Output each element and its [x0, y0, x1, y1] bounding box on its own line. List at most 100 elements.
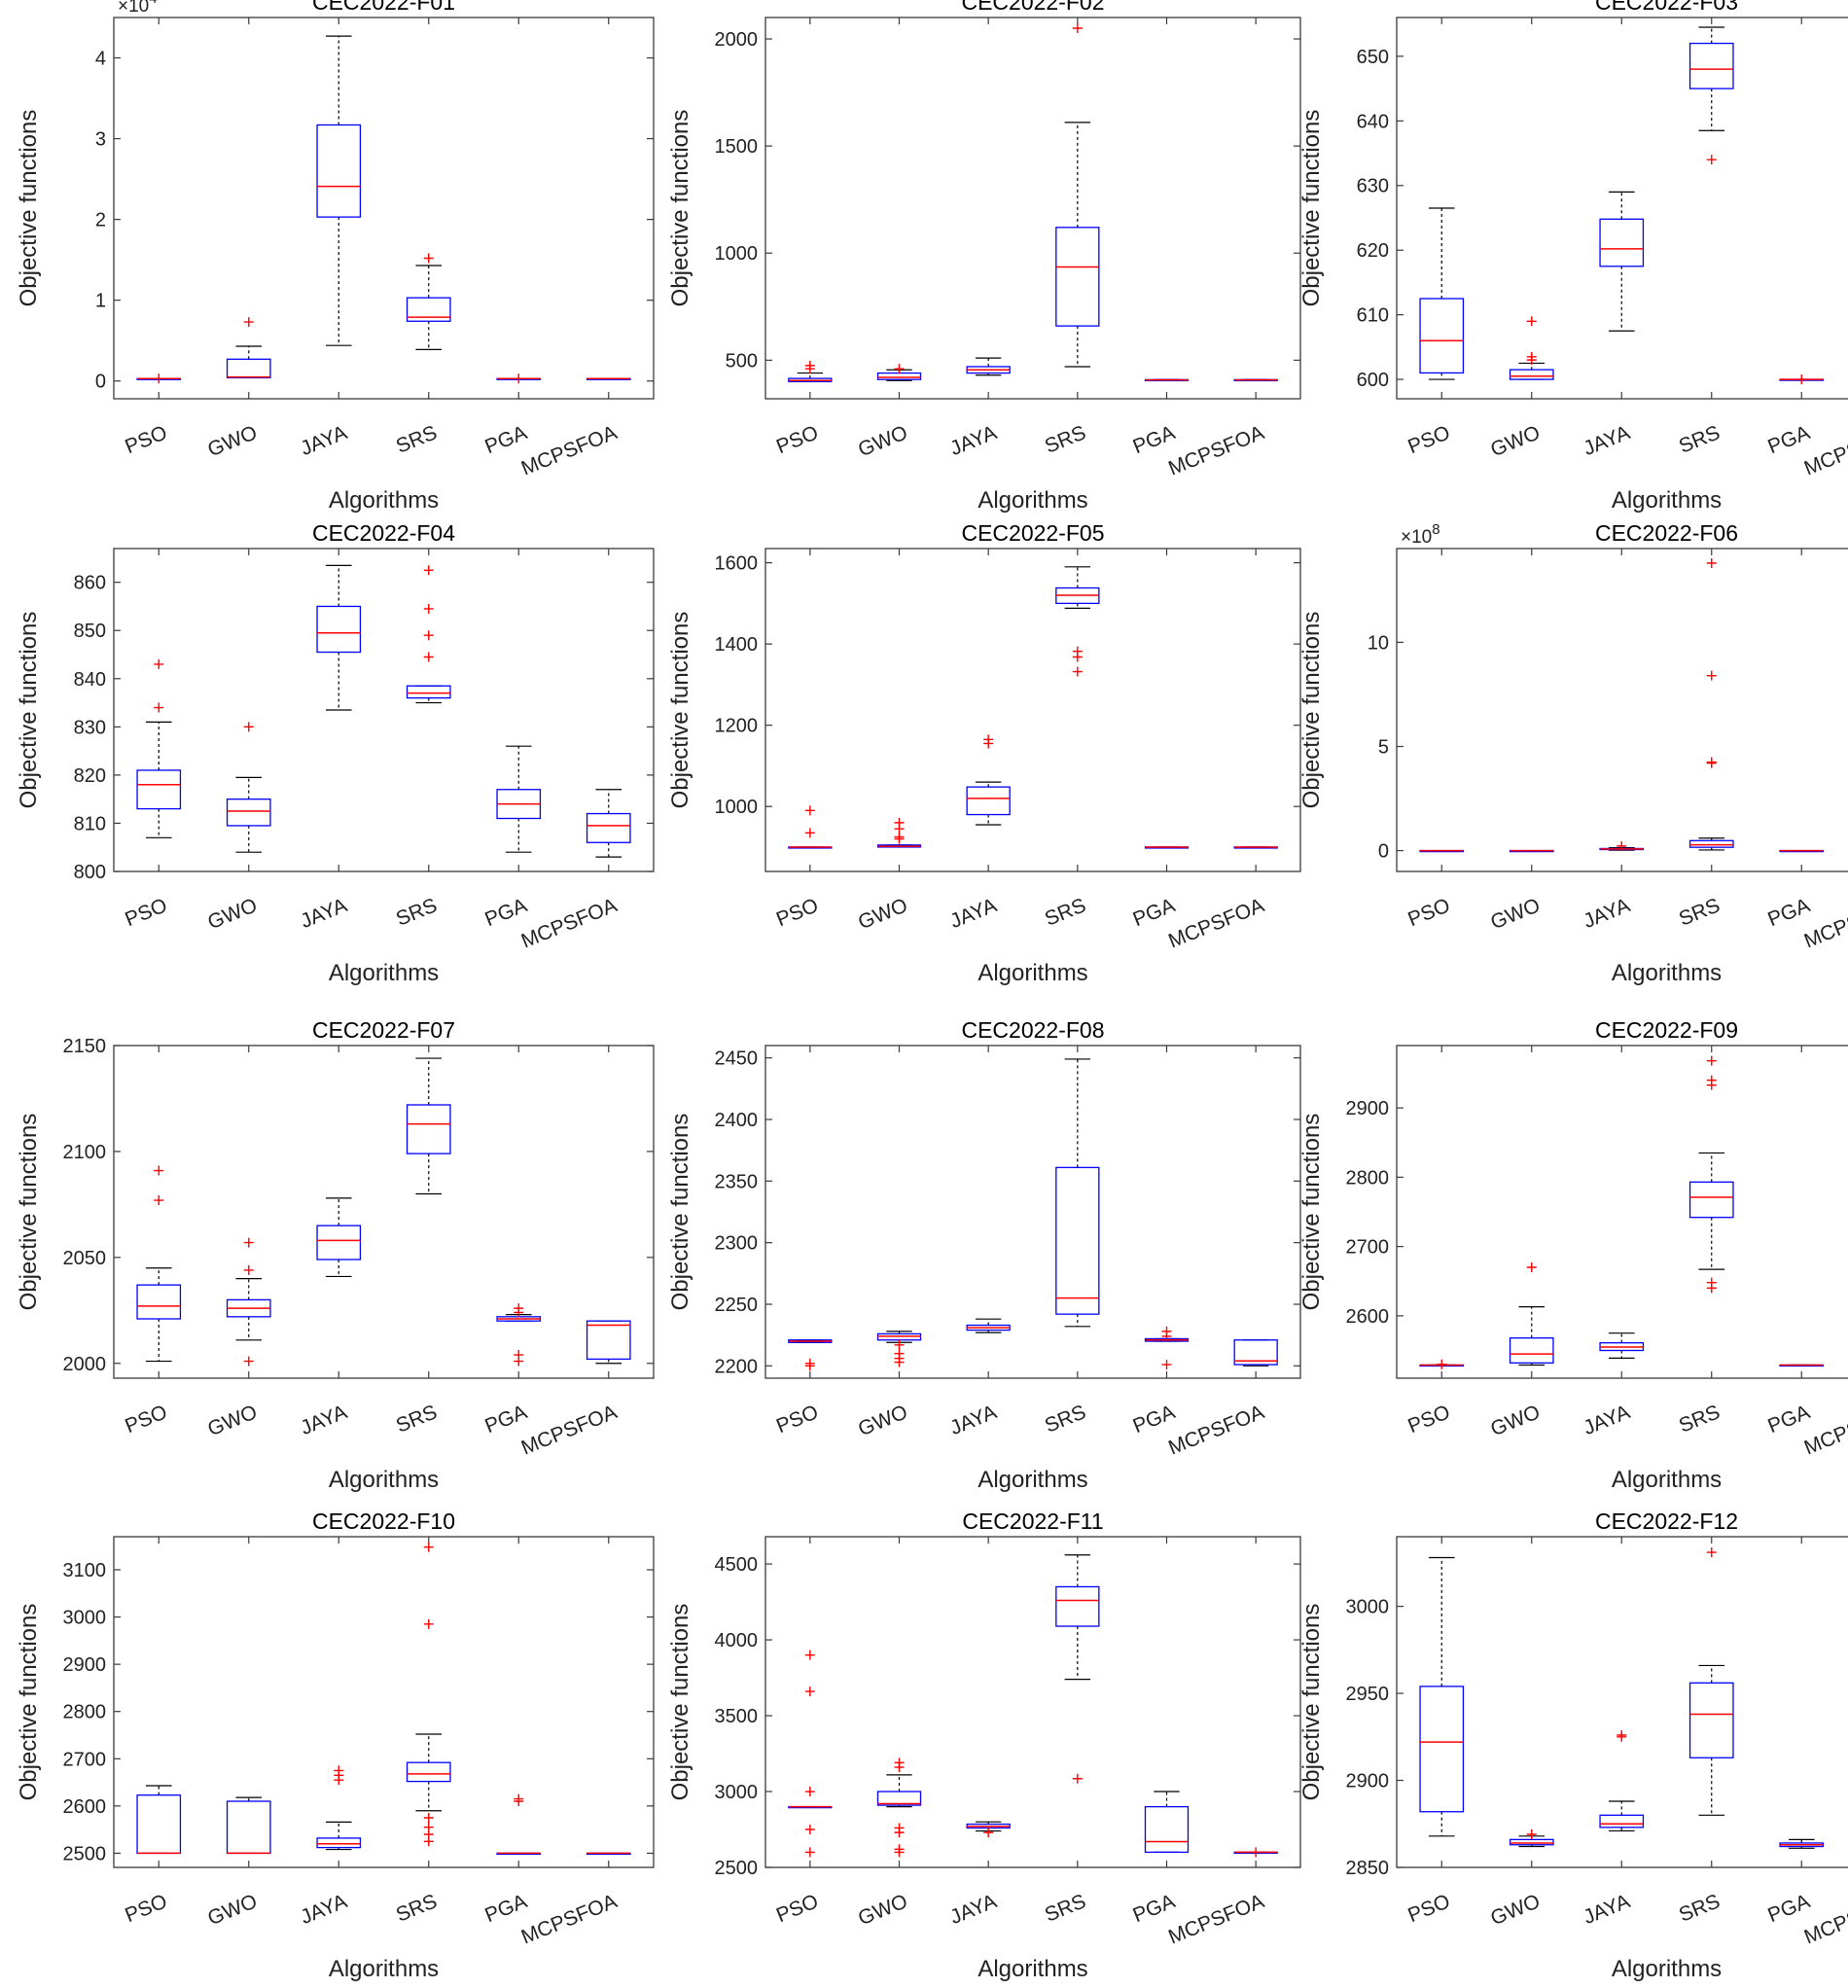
y-tick-label: 1400 [715, 634, 759, 656]
outlier-marker [894, 1348, 905, 1359]
y-tick-label: 2900 [1346, 1771, 1390, 1793]
outlier-marker [894, 1757, 905, 1768]
outlier-marker [804, 828, 815, 838]
box-pso [788, 1339, 833, 1371]
subplot-title: CEC2022-F06 [1595, 520, 1738, 546]
y-axis-label: Objective functions [16, 110, 42, 307]
outlier-marker [154, 1195, 164, 1206]
iqr-box [1509, 1337, 1554, 1364]
y-tick-label: 500 [726, 350, 758, 372]
outlier-marker [804, 1787, 815, 1797]
box-jaya [966, 357, 1011, 376]
x-tick-label: PSO [1404, 1890, 1453, 1927]
iqr-box [406, 297, 451, 322]
outlier-marker [894, 1844, 905, 1855]
outlier-marker [154, 373, 164, 384]
y-axis-label: Objective functions [16, 612, 42, 809]
box-jaya [966, 734, 1011, 826]
y-tick-label: 2700 [1346, 1237, 1390, 1259]
box-gwo [1509, 849, 1554, 853]
axes-frame [113, 1536, 655, 1868]
y-axis-label: Objective functions [667, 1604, 693, 1801]
outlier-marker [243, 1237, 254, 1248]
y-tick-label: 1200 [715, 716, 759, 737]
outlier-marker [1617, 1730, 1627, 1740]
subplot-title: CEC2022-F03 [1595, 0, 1738, 15]
x-tick-label: SRS [393, 1890, 441, 1927]
x-tick-label: JAYA [298, 421, 350, 460]
y-tick-label: 2600 [1346, 1306, 1390, 1328]
y-tick-label: 2000 [715, 29, 759, 51]
x-tick-label: MCPSFOA [1165, 421, 1267, 479]
outlier-marker [1526, 316, 1537, 327]
iqr-box [226, 358, 271, 379]
outlier-marker [514, 1303, 524, 1314]
iqr-box [1688, 839, 1734, 848]
x-tick-label: JAYA [947, 421, 1000, 460]
box-pga [1779, 374, 1825, 385]
outlier-marker [894, 817, 905, 828]
x-tick-label: JAYA [1581, 894, 1633, 933]
subplot-11: CEC2022-F11 2500 3000 3500 4000 4500 PSO GWO JAY… [667, 1509, 1301, 1982]
x-tick-label: SRS [1042, 421, 1089, 458]
iqr-box [316, 1225, 362, 1260]
y-tick-label: 830 [74, 717, 106, 738]
y-tick-label: 5 [1378, 736, 1389, 758]
y-tick-label: 2150 [63, 1036, 107, 1057]
axes-frame [764, 548, 1301, 872]
y-tick-label: 1 [95, 291, 106, 312]
x-tick-label: JAYA [1581, 1890, 1633, 1929]
outlier-marker [1706, 670, 1717, 681]
box-srs [1055, 1554, 1100, 1784]
x-tick-label: PGA [481, 421, 530, 458]
x-tick-label: PSO [773, 894, 822, 931]
x-axis-label: Algorithms [329, 1467, 439, 1493]
y-tick-label: 620 [1357, 240, 1389, 262]
box-pga [1779, 1364, 1825, 1367]
box-jaya [316, 1197, 362, 1278]
axes-frame [1396, 1045, 1848, 1379]
subplot-8: CEC2022-F08 2200 2250 2300 2350 2400 2450 PSO GW… [667, 1017, 1301, 1493]
box-pso [1419, 1556, 1465, 1837]
box-pga [1144, 1326, 1190, 1370]
box-srs [406, 565, 451, 704]
iqr-box [1509, 1838, 1554, 1846]
x-tick-label: SRS [393, 894, 441, 931]
box-mcpsfoa [1233, 1847, 1278, 1858]
outlier-marker [983, 734, 994, 745]
outlier-marker [1526, 1829, 1537, 1839]
y-tick-label: 2400 [715, 1110, 759, 1131]
x-axis-label: Algorithms [329, 487, 439, 514]
y-axis-label: Objective functions [1298, 1114, 1325, 1311]
box-gwo [226, 317, 271, 379]
axes-frame [113, 17, 655, 400]
subplot-9: CEC2022-F09 2600 2700 2800 2900 PSO GWO JAYA SRS… [1298, 1017, 1848, 1493]
x-axis-label: Algorithms [977, 487, 1087, 514]
box-mcpsfoa [586, 1320, 631, 1365]
box-gwo [226, 1796, 271, 1855]
x-tick-label: PSO [773, 1890, 822, 1927]
iqr-box [316, 605, 362, 654]
outlier-marker [1796, 374, 1807, 385]
x-tick-label: PGA [481, 894, 530, 931]
box-gwo [1509, 1262, 1554, 1367]
outlier-marker [894, 1823, 905, 1833]
x-tick-label: JAYA [1581, 1401, 1633, 1439]
x-tick-label: JAYA [298, 1890, 350, 1929]
x-tick-label: GWO [855, 421, 910, 461]
x-tick-label: JAYA [947, 1401, 1000, 1439]
y-axis-label: Objective functions [1298, 110, 1325, 307]
outlier-marker [514, 373, 524, 384]
y-tick-label: 840 [74, 669, 106, 691]
iqr-box [1509, 369, 1554, 380]
subplot-title: CEC2022-F05 [961, 520, 1104, 546]
y-tick-label: 2850 [1346, 1858, 1390, 1879]
outlier-marker [423, 603, 434, 614]
x-tick-label: MCPSFOA [1165, 1890, 1267, 1948]
iqr-box [226, 1800, 271, 1855]
subplot-10: CEC2022-F10 2500 2600 2700 2800 2900 3000 3100 P… [16, 1509, 655, 1982]
outlier-marker [243, 1356, 254, 1367]
iqr-box [876, 1791, 922, 1806]
